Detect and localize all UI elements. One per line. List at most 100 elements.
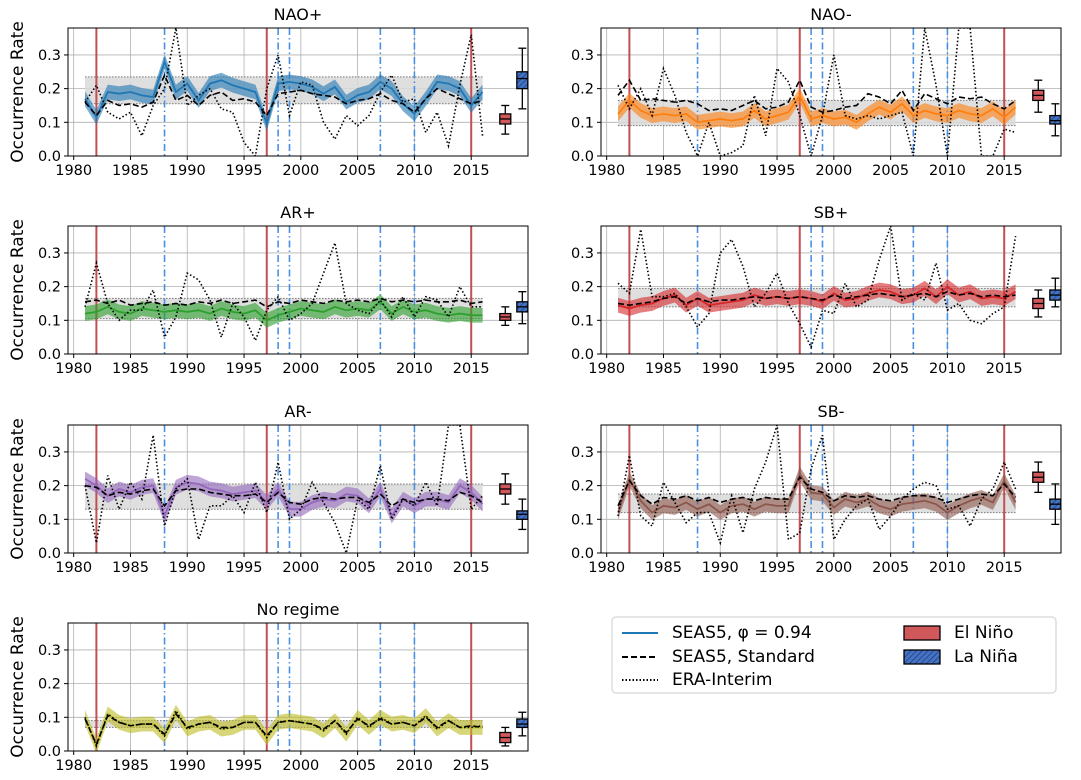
legend-label: SEAS5, φ = 0.94 [672, 623, 812, 643]
x-tick-label: 2005 [339, 758, 376, 774]
legend-handle [903, 625, 941, 641]
panels: 1980 1985 1990 1995 2000 2005 2010 2015 0.0 0.1 0.… [8, 5, 1062, 774]
y-tick-label: 0.0 [571, 546, 594, 562]
box-body [1049, 114, 1062, 125]
x-tick-label: 1990 [169, 361, 206, 377]
x-tick-label: 1985 [112, 361, 149, 377]
y-tick-label: 0.0 [571, 149, 594, 165]
x-tick-label: 2005 [872, 163, 909, 179]
axes-frame [67, 225, 529, 355]
x-tick-label: 1980 [55, 758, 92, 774]
legend-label: El Niño [954, 623, 1013, 643]
x-tick-label: 1985 [645, 560, 682, 576]
plot-area [617, 425, 1017, 553]
x-tick-label: 2015 [986, 163, 1023, 179]
x-tick-label: 1985 [112, 560, 149, 576]
seas5-standard-line [84, 297, 483, 308]
panel-title: AR- [284, 402, 311, 421]
x-tick-label: 2005 [339, 163, 376, 179]
x-tick-label: 2010 [929, 163, 966, 179]
panel-4: 1980 1985 1990 1995 2000 2005 2010 2015 0.0 0.1 0.… [8, 402, 529, 576]
panel-title: AR+ [280, 203, 315, 222]
el-nino-boxplot [1032, 461, 1045, 494]
el-nino-boxplot [499, 473, 512, 505]
legend-item-0: SEAS5, φ = 0.94 [622, 623, 812, 643]
x-tick-label: 2000 [282, 361, 319, 377]
el-nino-boxplot [499, 306, 512, 327]
y-tick-label: 0.2 [571, 280, 594, 296]
la-nina-boxplot [516, 47, 529, 110]
x-tick-label: 1985 [645, 361, 682, 377]
x-tick-label: 2015 [986, 361, 1023, 377]
x-tick-label: 2000 [815, 361, 852, 377]
x-tick-label: 2000 [282, 758, 319, 774]
x-tick-label: 2010 [396, 560, 433, 576]
x-tick-label: 2010 [396, 758, 433, 774]
y-tick-label: 0.0 [38, 744, 61, 760]
legend: SEAS5, φ = 0.94 SEAS5, Standard ERA-Interi… [611, 616, 1057, 694]
x-tick-label: 1985 [112, 163, 149, 179]
seas5-spread-band [618, 279, 1016, 316]
la-nina-boxplot [516, 291, 529, 325]
legend-label: ERA-Interim [672, 670, 772, 690]
y-tick-label: 0.2 [38, 479, 61, 495]
x-tick-label: 1980 [588, 560, 625, 576]
y-tick-label: 0.1 [571, 512, 594, 528]
x-tick-label: 1995 [759, 163, 796, 179]
x-tick-label: 1995 [226, 758, 263, 774]
y-tick-label: 0.0 [38, 149, 61, 165]
y-axis-label: Occurrence Rate [8, 21, 28, 163]
plot-area [84, 226, 483, 354]
x-tick-label: 2015 [453, 163, 490, 179]
plot-area [84, 28, 484, 156]
legend-item-2: ERA-Interim [622, 670, 772, 690]
x-tick-label: 1995 [759, 361, 796, 377]
x-tick-label: 1995 [226, 361, 263, 377]
seas5-standard-line [84, 73, 483, 118]
axes-frame [600, 27, 1062, 157]
x-tick-label: 2005 [339, 560, 376, 576]
la-nina-boxplot [1049, 483, 1062, 526]
era-interim-line [617, 425, 1017, 546]
y-tick-label: 0.1 [571, 313, 594, 329]
x-tick-label: 1990 [169, 758, 206, 774]
y-tick-label: 0.1 [38, 710, 61, 726]
el-nino-boxplot [1032, 289, 1045, 318]
seas5-phi-line [617, 93, 1017, 124]
y-tick-label: 0.3 [38, 48, 61, 64]
y-axis-label: Occurrence Rate [8, 418, 28, 560]
x-tick-label: 2000 [815, 163, 852, 179]
panel-title: NAO+ [274, 5, 323, 24]
x-tick-label: 2010 [929, 560, 966, 576]
plot-area [617, 28, 1017, 156]
x-tick-label: 1990 [702, 560, 739, 576]
panel-5: 1980 1985 1990 1995 2000 2005 2010 2015 0.0 0.1 0.… [571, 402, 1062, 576]
y-tick-label: 0.1 [38, 313, 61, 329]
box-body [516, 510, 529, 520]
y-tick-label: 0.3 [38, 643, 61, 659]
x-tick-label: 1990 [702, 361, 739, 377]
y-tick-label: 0.0 [38, 546, 61, 562]
panel-title: NAO- [810, 5, 851, 24]
legend-label: La Niña [954, 647, 1018, 667]
y-tick-label: 0.1 [571, 115, 594, 131]
x-tick-label: 1980 [588, 163, 625, 179]
y-tick-label: 0.0 [571, 347, 594, 363]
legend-label: SEAS5, Standard [672, 647, 815, 667]
seas5-spread-band [85, 704, 483, 751]
seas5-standard-line [617, 290, 1016, 306]
axes-frame [600, 225, 1062, 355]
seas5-standard-line [617, 78, 1017, 114]
era-interim-line [84, 708, 483, 749]
plot-area [617, 226, 1017, 354]
la-nina-boxplot [516, 498, 529, 531]
panel-title: SB- [818, 402, 845, 421]
legend-handle [903, 649, 941, 665]
box-body [516, 718, 529, 729]
y-tick-label: 0.2 [38, 280, 61, 296]
x-tick-label: 1985 [645, 163, 682, 179]
era-interim-line [617, 28, 1016, 156]
y-tick-label: 0.2 [38, 82, 61, 98]
y-tick-label: 0.3 [571, 246, 594, 262]
